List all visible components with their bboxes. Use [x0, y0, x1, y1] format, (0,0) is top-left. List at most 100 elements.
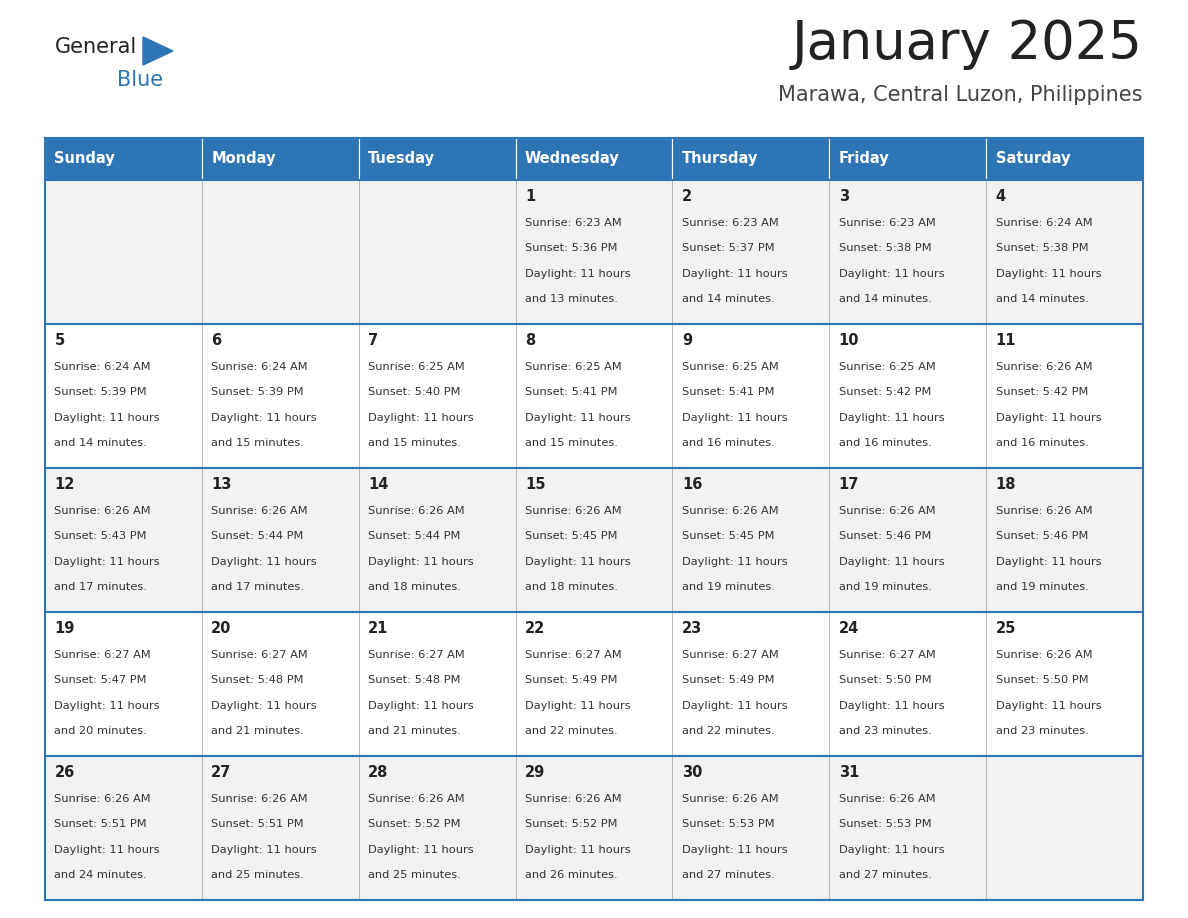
- Text: 14: 14: [368, 476, 388, 492]
- Text: Daylight: 11 hours: Daylight: 11 hours: [839, 269, 944, 278]
- Bar: [45, 612, 202, 756]
- Text: Sunrise: 6:26 AM: Sunrise: 6:26 AM: [525, 794, 621, 804]
- Bar: [359, 612, 516, 756]
- Text: Sunset: 5:42 PM: Sunset: 5:42 PM: [996, 387, 1088, 397]
- Text: 21: 21: [368, 621, 388, 635]
- Text: Sunset: 5:50 PM: Sunset: 5:50 PM: [996, 676, 1088, 686]
- Text: Sunrise: 6:25 AM: Sunrise: 6:25 AM: [682, 363, 778, 372]
- Text: Daylight: 11 hours: Daylight: 11 hours: [682, 269, 788, 278]
- Text: Sunrise: 6:26 AM: Sunrise: 6:26 AM: [211, 506, 308, 516]
- Text: Daylight: 11 hours: Daylight: 11 hours: [211, 700, 317, 711]
- Text: Sunset: 5:53 PM: Sunset: 5:53 PM: [839, 820, 931, 829]
- Bar: [986, 180, 1143, 324]
- Text: Daylight: 11 hours: Daylight: 11 hours: [839, 412, 944, 422]
- Text: and 21 minutes.: and 21 minutes.: [368, 726, 461, 735]
- Text: 15: 15: [525, 476, 545, 492]
- Text: Daylight: 11 hours: Daylight: 11 hours: [211, 412, 317, 422]
- Text: Daylight: 11 hours: Daylight: 11 hours: [996, 700, 1101, 711]
- Text: and 19 minutes.: and 19 minutes.: [839, 582, 931, 592]
- Bar: [202, 180, 359, 324]
- Text: Sunrise: 6:27 AM: Sunrise: 6:27 AM: [839, 650, 935, 660]
- Text: Monday: Monday: [211, 151, 276, 166]
- Text: Sunrise: 6:24 AM: Sunrise: 6:24 AM: [211, 363, 308, 372]
- Text: Sunset: 5:53 PM: Sunset: 5:53 PM: [682, 820, 775, 829]
- Text: Saturday: Saturday: [996, 151, 1070, 166]
- Text: Daylight: 11 hours: Daylight: 11 hours: [368, 556, 474, 566]
- Bar: [516, 180, 672, 324]
- Bar: [359, 138, 516, 180]
- Text: Sunset: 5:42 PM: Sunset: 5:42 PM: [839, 387, 931, 397]
- Bar: [829, 324, 986, 468]
- Text: Sunset: 5:39 PM: Sunset: 5:39 PM: [55, 387, 147, 397]
- Text: Sunrise: 6:27 AM: Sunrise: 6:27 AM: [682, 650, 778, 660]
- Text: and 23 minutes.: and 23 minutes.: [996, 726, 1088, 735]
- Text: and 25 minutes.: and 25 minutes.: [368, 869, 461, 879]
- Bar: [516, 324, 672, 468]
- Text: 23: 23: [682, 621, 702, 635]
- Text: Sunset: 5:51 PM: Sunset: 5:51 PM: [55, 820, 147, 829]
- Text: 26: 26: [55, 765, 75, 779]
- Text: Daylight: 11 hours: Daylight: 11 hours: [55, 412, 160, 422]
- Text: and 16 minutes.: and 16 minutes.: [839, 438, 931, 448]
- Text: Sunrise: 6:27 AM: Sunrise: 6:27 AM: [368, 650, 465, 660]
- Text: Sunrise: 6:26 AM: Sunrise: 6:26 AM: [55, 506, 151, 516]
- Text: Daylight: 11 hours: Daylight: 11 hours: [525, 269, 631, 278]
- Bar: [516, 138, 672, 180]
- Bar: [45, 756, 202, 900]
- Text: Daylight: 11 hours: Daylight: 11 hours: [996, 556, 1101, 566]
- Text: Daylight: 11 hours: Daylight: 11 hours: [682, 700, 788, 711]
- Text: Friday: Friday: [839, 151, 890, 166]
- Text: Sunset: 5:46 PM: Sunset: 5:46 PM: [996, 532, 1088, 542]
- Text: Sunset: 5:49 PM: Sunset: 5:49 PM: [525, 676, 618, 686]
- Bar: [202, 324, 359, 468]
- Text: 27: 27: [211, 765, 232, 779]
- Text: Sunrise: 6:26 AM: Sunrise: 6:26 AM: [996, 650, 1092, 660]
- Text: and 18 minutes.: and 18 minutes.: [525, 582, 618, 592]
- Text: 25: 25: [996, 621, 1016, 635]
- Text: Sunrise: 6:27 AM: Sunrise: 6:27 AM: [211, 650, 308, 660]
- Bar: [516, 756, 672, 900]
- Text: Sunrise: 6:23 AM: Sunrise: 6:23 AM: [525, 218, 621, 229]
- Text: January 2025: January 2025: [792, 18, 1143, 70]
- Text: Sunset: 5:36 PM: Sunset: 5:36 PM: [525, 243, 618, 253]
- Text: Daylight: 11 hours: Daylight: 11 hours: [682, 412, 788, 422]
- Polygon shape: [143, 37, 173, 65]
- Bar: [202, 468, 359, 612]
- Bar: [672, 756, 829, 900]
- Text: Daylight: 11 hours: Daylight: 11 hours: [996, 269, 1101, 278]
- Text: 12: 12: [55, 476, 75, 492]
- Bar: [986, 324, 1143, 468]
- Bar: [202, 756, 359, 900]
- Text: Sunset: 5:45 PM: Sunset: 5:45 PM: [682, 532, 775, 542]
- Text: Sunset: 5:47 PM: Sunset: 5:47 PM: [55, 676, 147, 686]
- Text: Daylight: 11 hours: Daylight: 11 hours: [55, 845, 160, 855]
- Text: Sunrise: 6:23 AM: Sunrise: 6:23 AM: [682, 218, 778, 229]
- Text: 6: 6: [211, 332, 221, 348]
- Text: 11: 11: [996, 332, 1016, 348]
- Text: 16: 16: [682, 476, 702, 492]
- Text: Sunrise: 6:25 AM: Sunrise: 6:25 AM: [839, 363, 935, 372]
- Text: Sunrise: 6:26 AM: Sunrise: 6:26 AM: [211, 794, 308, 804]
- Bar: [359, 756, 516, 900]
- Text: Daylight: 11 hours: Daylight: 11 hours: [525, 556, 631, 566]
- Bar: [45, 138, 202, 180]
- Text: and 17 minutes.: and 17 minutes.: [211, 582, 304, 592]
- Bar: [672, 324, 829, 468]
- Bar: [359, 180, 516, 324]
- Bar: [672, 180, 829, 324]
- Bar: [986, 612, 1143, 756]
- Text: and 17 minutes.: and 17 minutes.: [55, 582, 147, 592]
- Text: Sunset: 5:41 PM: Sunset: 5:41 PM: [682, 387, 775, 397]
- Bar: [202, 138, 359, 180]
- Text: Tuesday: Tuesday: [368, 151, 435, 166]
- Bar: [202, 612, 359, 756]
- Bar: [829, 468, 986, 612]
- Text: 1: 1: [525, 188, 536, 204]
- Text: Wednesday: Wednesday: [525, 151, 620, 166]
- Bar: [359, 324, 516, 468]
- Bar: [672, 468, 829, 612]
- Text: Daylight: 11 hours: Daylight: 11 hours: [55, 700, 160, 711]
- Text: and 15 minutes.: and 15 minutes.: [211, 438, 304, 448]
- Text: and 19 minutes.: and 19 minutes.: [996, 582, 1088, 592]
- Text: and 14 minutes.: and 14 minutes.: [839, 294, 931, 304]
